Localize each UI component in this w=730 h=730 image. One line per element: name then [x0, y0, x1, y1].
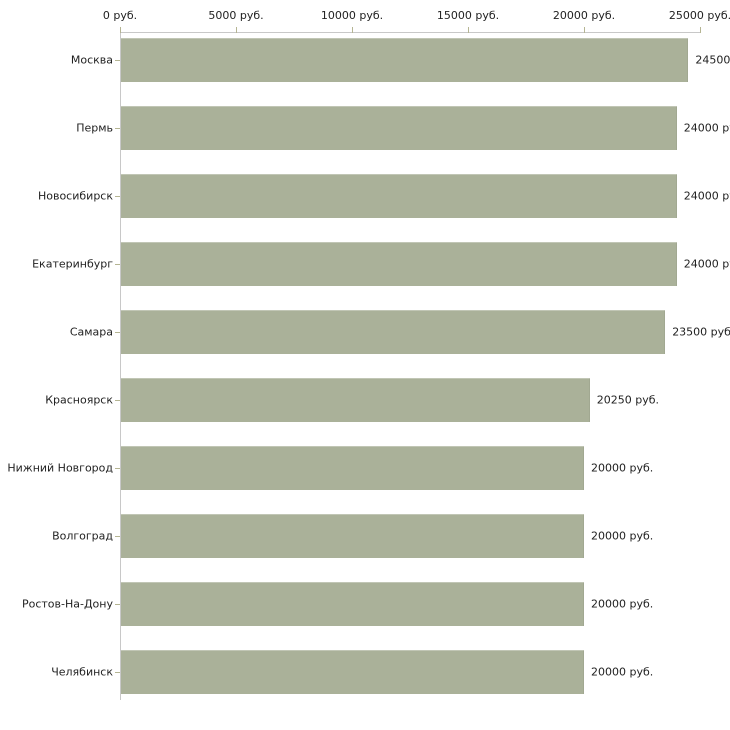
category-tick [115, 400, 120, 401]
category-label: Пермь [76, 121, 113, 135]
x-axis-tick-label: 20000 руб. [552, 9, 616, 22]
bar [121, 378, 590, 422]
bar [121, 514, 584, 558]
bar-value-label: 24000 руб. [683, 257, 730, 271]
bar [121, 38, 689, 82]
category-tick [115, 264, 120, 265]
x-axis-tick-label: 25000 руб. [668, 9, 730, 22]
bar-value-label: 24000 руб. [683, 189, 730, 203]
bar-value-label: 20250 руб. [596, 393, 660, 407]
category-tick [115, 128, 120, 129]
category-tick [115, 60, 120, 61]
bar [121, 174, 677, 218]
category-label: Нижний Новгород [7, 461, 113, 475]
category-tick [115, 196, 120, 197]
category-label: Екатеринбург [32, 257, 113, 271]
x-axis-tick-label: 5000 руб. [208, 9, 264, 22]
category-label: Волгоград [52, 529, 113, 543]
bar-value-label: 24500 руб. [695, 53, 730, 67]
x-axis-tick [352, 27, 353, 33]
x-axis-tick [700, 27, 701, 33]
x-axis-tick-label: 10000 руб. [320, 9, 384, 22]
x-axis-tick [468, 27, 469, 33]
x-axis-tick [236, 27, 237, 33]
bar-value-label: 20000 руб. [591, 665, 654, 679]
x-axis-tick [584, 27, 585, 33]
category-label: Новосибирск [37, 189, 113, 203]
bar-value-label: 20000 руб. [591, 597, 654, 611]
category-label: Красноярск [45, 393, 113, 407]
bar-value-label: 23500 руб. [672, 325, 730, 339]
bar [121, 310, 666, 354]
category-tick [115, 468, 120, 469]
category-label: Челябинск [51, 665, 113, 679]
y-axis-line [120, 32, 121, 700]
category-label: Ростов-На-Дону [21, 597, 113, 611]
bar [121, 582, 584, 626]
bar [121, 106, 677, 150]
category-label: Самара [69, 325, 113, 339]
bar [121, 446, 584, 490]
bar [121, 650, 584, 694]
category-tick [115, 672, 120, 673]
bar [121, 242, 677, 286]
x-axis-tick-label: 15000 руб. [436, 9, 500, 22]
x-axis-line [120, 32, 701, 33]
bar-value-label: 20000 руб. [591, 461, 654, 475]
category-tick [115, 604, 120, 605]
x-axis-tick-label: 0 руб. [102, 9, 138, 22]
bar-value-label: 20000 руб. [591, 529, 654, 543]
x-axis-tick [120, 27, 121, 33]
category-label: Москва [70, 53, 113, 67]
category-tick [115, 536, 120, 537]
bar-value-label: 24000 руб. [683, 121, 730, 135]
category-tick [115, 332, 120, 333]
